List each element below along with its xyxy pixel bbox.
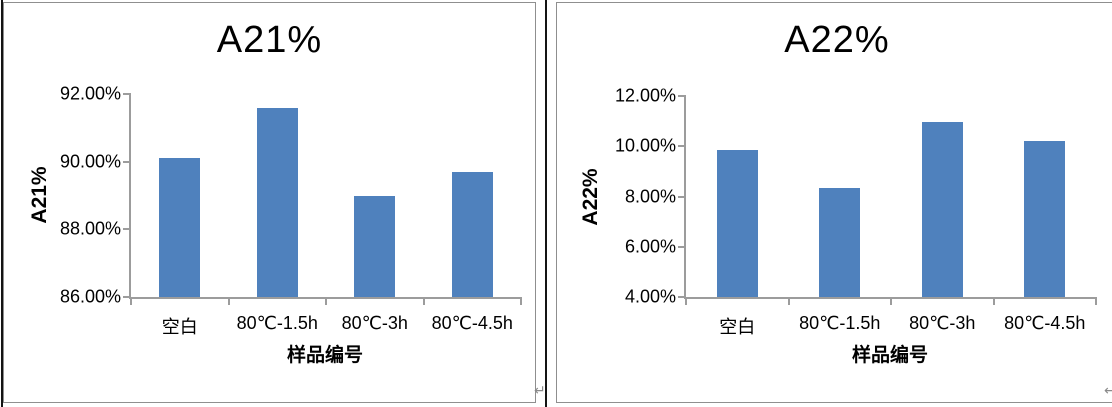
x-tick-label: 空白 (719, 317, 756, 337)
x-axis-title: 样品编号 (286, 345, 363, 366)
x-axis-title: 样品编号 (851, 345, 928, 366)
y-tick-label: 4.00% (624, 286, 676, 307)
x-tick-mark (325, 297, 327, 305)
x-tick-label: 80℃-4.5h (431, 313, 513, 333)
x-tick-mark (1095, 297, 1097, 305)
x-tick-mark (422, 297, 425, 305)
y-tick-label: 10.00% (614, 135, 676, 156)
x-tick-mark (685, 297, 687, 305)
y-tick-mark (123, 160, 131, 163)
y-tick-mark (123, 93, 131, 95)
y-tick-label: 88.00% (59, 218, 121, 239)
paragraph-mark-icon: ↵ (1104, 382, 1112, 398)
chart-image-a22[interactable]: A22% A22% 12.00% 10.00% 8.00% 6.00% 4.00% 空白 8… (556, 2, 1112, 403)
chart-title: A21% (216, 19, 323, 61)
y-tick-label: 92.00% (59, 83, 121, 104)
y-axis-title: A22% (579, 168, 602, 226)
paragraph-mark-icon: ↵ (534, 382, 546, 398)
y-tick-label: 90.00% (59, 151, 121, 172)
left-border-line (1, 0, 3, 407)
bar (451, 171, 493, 297)
x-tick-mark (130, 297, 132, 305)
y-tick-mark (678, 245, 686, 248)
x-tick-label: 80℃-1.5h (236, 313, 318, 333)
x-tick-mark (227, 297, 230, 305)
y-tick-label: 12.00% (614, 85, 676, 106)
chart-title: A22% (784, 19, 890, 61)
plot-area: 12.00% 10.00% 8.00% 6.00% 4.00% 空白 80℃-1.5h 80℃… (615, 86, 1097, 337)
bar (354, 195, 396, 297)
x-tick-label: 80℃-3h (341, 313, 408, 333)
y-axis-title: A21% (28, 166, 51, 224)
x-tick-mark (787, 297, 790, 305)
y-tick-mark (678, 95, 686, 97)
bar (159, 158, 201, 297)
bar (921, 122, 963, 297)
x-tick-label: 80℃-4.5h (1004, 313, 1086, 333)
chart-image-a21[interactable]: A21% A21% 92.00% 90.00% 88.00% 86.00% 空白 80℃-… (3, 2, 536, 403)
y-tick-mark (123, 228, 131, 231)
bar (256, 107, 298, 297)
chart-divider-line (545, 0, 547, 407)
y-tick-mark (678, 195, 686, 198)
y-tick-label: 6.00% (624, 236, 676, 257)
y-tick-mark (123, 296, 131, 298)
y-tick-mark (678, 296, 686, 298)
x-tick-mark (992, 297, 995, 305)
x-tick-label: 80℃-1.5h (799, 313, 881, 333)
x-tick-mark (520, 297, 522, 305)
bar (819, 187, 861, 297)
x-tick-label: 80℃-3h (909, 313, 976, 333)
x-tick-mark (890, 297, 892, 305)
bar (716, 150, 758, 297)
plot-area: 92.00% 90.00% 88.00% 86.00% 空白 80℃-1.5h 80℃-3h… (60, 84, 522, 337)
x-tick-label: 空白 (161, 317, 198, 337)
y-tick-label: 8.00% (624, 186, 676, 206)
y-tick-mark (678, 145, 686, 148)
bar (1024, 141, 1066, 297)
y-tick-label: 86.00% (59, 286, 121, 307)
